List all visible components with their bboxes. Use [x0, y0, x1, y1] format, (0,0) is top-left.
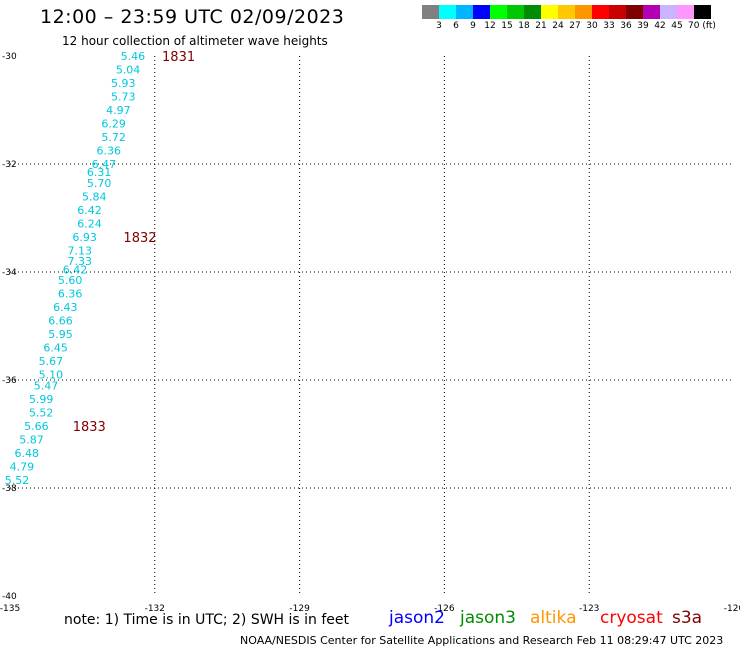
colorbar-swatch [643, 5, 660, 19]
swh-value-label: 6.48 [14, 447, 39, 460]
swh-value-label: 5.47 [34, 379, 59, 392]
swh-value-label: 7.13 [68, 244, 93, 257]
swh-value-label: 5.70 [87, 177, 112, 190]
x-tick-label: -126 [434, 604, 455, 614]
colorbar-swatch [677, 5, 694, 19]
colorbar-swatch [660, 5, 677, 19]
colorbar-tick: 42 [654, 21, 666, 31]
colorbar-tick: 3 [436, 21, 442, 31]
swh-value-label: 5.93 [111, 77, 136, 90]
swh-value-label: 5.72 [101, 131, 126, 144]
swh-value-label: 6.47 [92, 158, 117, 171]
colorbar-swatch [422, 5, 439, 19]
swh-value-label: 6.36 [97, 145, 122, 158]
colorbar-swatch [456, 5, 473, 19]
colorbar-tick: 36 [620, 21, 632, 31]
swh-value-label: 6.42 [77, 204, 102, 217]
colorbar-swatch [592, 5, 609, 19]
satellite-legend-jason3: jason3 [460, 608, 516, 628]
swh-value-label: 4.97 [106, 104, 131, 117]
colorbar-swatch [575, 5, 592, 19]
chart-subtitle: 12 hour collection of altimeter wave hei… [62, 34, 328, 48]
x-tick-label: -120 [724, 604, 740, 614]
wave-height-colorbar [422, 5, 711, 19]
colorbar-tick-labels: 3 6 9 12 15 18 21 24 27 30 33 36 39 42 45 70 (ft) [422, 21, 734, 33]
time-marker-label: 1833 [73, 420, 106, 435]
swh-value-label: 5.67 [39, 355, 64, 368]
colorbar-tick: 33 [603, 21, 615, 31]
colorbar-swatch [439, 5, 456, 19]
colorbar-swatch [626, 5, 643, 19]
swh-value-label: 5.84 [82, 190, 107, 203]
colorbar-tick: 24 [552, 21, 564, 31]
swh-value-label: 5.60 [58, 274, 83, 287]
colorbar-swatch [609, 5, 626, 19]
x-tick-label: -129 [289, 604, 310, 614]
swh-data-labels: 5.465.045.935.734.976.295.726.366.476.31… [5, 50, 145, 487]
swh-value-label: 6.93 [72, 231, 97, 244]
colorbar-swatch [524, 5, 541, 19]
swh-value-label: 5.52 [29, 406, 54, 419]
colorbar-tick: 39 [637, 21, 649, 31]
x-tick-label: -135 [0, 604, 20, 614]
y-tick-label: -40 [2, 592, 17, 602]
x-tick-label: -132 [145, 604, 165, 614]
satellite-legend-s3a: s3a [672, 608, 703, 628]
y-tick-label: -36 [2, 376, 17, 386]
colorbar-swatch [473, 5, 490, 19]
satellite-legend-cryosat: cryosat [600, 608, 663, 628]
y-tick-label: -32 [2, 160, 17, 170]
colorbar-tick: 12 [484, 21, 496, 31]
y-tick-label: -38 [2, 484, 17, 494]
grid-lines [10, 56, 734, 596]
satellite-legend-jason2: jason2 [389, 608, 445, 628]
colorbar-tick: 9 [470, 21, 476, 31]
swh-value-label: 5.04 [116, 64, 141, 77]
swh-value-label: 5.87 [19, 433, 44, 446]
credit-line: NOAA/NESDIS Center for Satellite Applica… [240, 634, 724, 647]
chart-title: 12:00 – 23:59 UTC 02/09/2023 [40, 6, 345, 28]
axis-tick-labels: -135 -132 -129 -126 -123 -120 -30 -32 -34 -36 -38 -… [0, 52, 740, 614]
time-marker-label: 1832 [123, 231, 156, 246]
swh-value-label: 4.79 [10, 460, 35, 473]
satellite-legend-altika: altika [530, 608, 577, 628]
colorbar-tick: 18 [518, 21, 530, 31]
swh-value-label: 5.52 [5, 474, 30, 487]
swh-value-label: 5.73 [111, 91, 136, 104]
swh-value-label: 6.42 [63, 263, 88, 276]
colorbar-tick: 45 [671, 21, 683, 31]
colorbar-tick: 6 [453, 21, 459, 31]
swh-value-label: 5.95 [48, 328, 73, 341]
swh-value-label: 5.66 [24, 420, 49, 433]
colorbar-swatch [507, 5, 524, 19]
y-tick-label: -30 [2, 52, 17, 62]
swh-value-label: 7.33 [68, 255, 93, 268]
swh-value-label: 6.36 [58, 288, 83, 301]
swh-value-label: 6.29 [101, 118, 126, 131]
y-tick-label: -34 [2, 268, 17, 278]
colorbar-swatch [694, 5, 711, 19]
swh-value-label: 5.99 [29, 393, 54, 406]
colorbar-tick: 27 [569, 21, 581, 31]
swh-value-label: 5.10 [39, 369, 64, 382]
units-note: note: 1) Time is in UTC; 2) SWH is in fe… [64, 612, 350, 628]
swh-value-label: 5.46 [121, 50, 146, 63]
colorbar-tick: 21 [535, 21, 547, 31]
colorbar-swatch [490, 5, 507, 19]
colorbar-swatch [541, 5, 558, 19]
time-marker-label: 1831 [162, 50, 195, 65]
colorbar-swatch [558, 5, 575, 19]
swh-value-label: 6.24 [77, 217, 102, 230]
time-markers: 1831 1832 1833 [73, 50, 195, 435]
swh-value-label: 6.43 [53, 301, 78, 314]
colorbar-tick: 70 (ft) [688, 21, 716, 31]
swh-value-label: 6.45 [43, 342, 68, 355]
colorbar-tick: 15 [501, 21, 513, 31]
swh-value-label: 6.66 [48, 315, 73, 328]
swh-value-label: 6.31 [87, 166, 112, 179]
x-tick-label: -123 [579, 604, 599, 614]
colorbar-tick: 30 [586, 21, 598, 31]
